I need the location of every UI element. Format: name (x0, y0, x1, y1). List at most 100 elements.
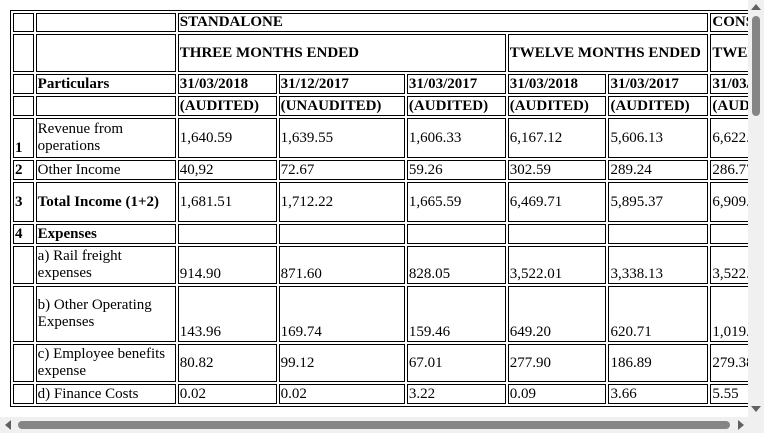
value-cell (507, 224, 607, 244)
value-cell: 277.90 (507, 344, 607, 382)
value-cell: 0.09 (507, 384, 607, 404)
status-header: (UNAUDITED) (278, 96, 405, 116)
particulars-cell: d) Finance Costs (35, 384, 176, 404)
value-cell: 6,469.71 (507, 182, 607, 222)
value-cell: 649.20 (507, 286, 607, 342)
date-header: 31/03/2018 (507, 74, 607, 94)
table-viewport: STANDALONECONSOLIDATED THREE MONTHS ENDED… (10, 10, 748, 407)
group-header: CONSOLIDATED (710, 13, 748, 32)
period-header: TWELVE MONTHS ENDED (507, 34, 709, 72)
row-number: 1 (13, 118, 34, 158)
date-header: 31/03/2018 (177, 74, 277, 94)
value-cell: 67.01 (406, 344, 506, 382)
table-row: b) Other Operating Expenses 143.96 169.74 1… (13, 286, 748, 342)
particulars-cell: Other Income (35, 160, 176, 180)
scroll-left-arrow[interactable] (5, 420, 11, 430)
table-row: 2 Other Income 40,92 72.67 59.26 302.59 289.24… (13, 160, 748, 180)
value-cell: 1,665.59 (406, 182, 506, 222)
value-cell: 0.02 (278, 384, 405, 404)
value-cell: 143.96 (177, 286, 277, 342)
table-cell (35, 13, 176, 32)
scroll-right-arrow[interactable] (738, 420, 744, 430)
value-cell: 0.02 (177, 384, 277, 404)
table-row: a) Rail freight expenses 914.90 871.60 828.… (13, 246, 748, 284)
value-cell: 302.59 (507, 160, 607, 180)
particulars-cell: b) Other Operating Expenses (35, 286, 176, 342)
value-cell: 3,338.13 (608, 246, 709, 284)
value-cell: 72.67 (278, 160, 405, 180)
table-row: 4 Expenses (13, 224, 748, 244)
value-cell: 6,909.24 (710, 182, 748, 222)
particulars-cell: a) Rail freight expenses (35, 246, 176, 284)
table-row: d) Finance Costs 0.02 0.02 3.22 0.09 3.66 5.55… (13, 384, 748, 404)
scroll-down-arrow[interactable] (751, 406, 761, 412)
status-header: (AUDITED) (710, 96, 748, 116)
value-cell: 828.05 (406, 246, 506, 284)
table-cell (13, 13, 34, 32)
value-cell: 871.60 (278, 246, 405, 284)
row-number: 3 (13, 182, 34, 222)
date-header: 31/03/2017 (406, 74, 506, 94)
date-header: 31/03/2018 (710, 74, 748, 94)
period-header: TWELVE MONTHS ENDED (710, 34, 748, 72)
particulars-cell: c) Employee benefits expense (35, 344, 176, 382)
value-cell: 3,522.01 (710, 246, 748, 284)
value-cell: 1,640.59 (177, 118, 277, 158)
table-cell (13, 96, 34, 116)
period-header: THREE MONTHS ENDED (177, 34, 506, 72)
value-cell: 99.12 (278, 344, 405, 382)
value-cell: 40,92 (177, 160, 277, 180)
value-cell: 6,622.47 (710, 118, 748, 158)
status-header: (AUDITED) (406, 96, 506, 116)
value-cell (406, 224, 506, 244)
table-row: 3 Total Income (1+2) 1,681.51 1,712.22 1,665… (13, 182, 748, 222)
scroll-up-arrow[interactable] (751, 4, 761, 10)
value-cell: 80.82 (177, 344, 277, 382)
table-body: STANDALONECONSOLIDATED THREE MONTHS ENDED… (13, 13, 748, 404)
table-cell (13, 74, 34, 94)
value-cell: 3.22 (406, 384, 506, 404)
value-cell: 169.74 (278, 286, 405, 342)
table-row: Particulars 31/03/2018 31/12/2017 31/03/201… (13, 74, 748, 94)
value-cell (278, 224, 405, 244)
particulars-cell: Expenses (35, 224, 176, 244)
date-header: 31/12/2017 (278, 74, 405, 94)
row-number (13, 384, 34, 404)
value-cell: 6,167.12 (507, 118, 607, 158)
value-cell: 1,639.55 (278, 118, 405, 158)
value-cell: 289.24 (608, 160, 709, 180)
value-cell: 5,895.37 (608, 182, 709, 222)
horizontal-scroll-thumb[interactable] (18, 421, 730, 429)
value-cell: 914.90 (177, 246, 277, 284)
table-cell (35, 34, 176, 72)
value-cell: 3,522.01 (507, 246, 607, 284)
results-table: STANDALONECONSOLIDATED THREE MONTHS ENDED… (10, 10, 748, 407)
status-header: (AUDITED) (177, 96, 277, 116)
value-cell: 1,019.86 (710, 286, 748, 342)
row-number (13, 286, 34, 342)
table-row: STANDALONECONSOLIDATED (13, 13, 748, 32)
value-cell: 279.38 (710, 344, 748, 382)
value-cell: 59.26 (406, 160, 506, 180)
value-cell: 186.89 (608, 344, 709, 382)
group-header: STANDALONE (177, 13, 709, 32)
table-row: c) Employee benefits expense 80.82 99.12 67… (13, 344, 748, 382)
value-cell: 1,712.22 (278, 182, 405, 222)
table-cell (35, 96, 176, 116)
row-number (13, 246, 34, 284)
value-cell (177, 224, 277, 244)
value-cell: 286.77 (710, 160, 748, 180)
value-cell: 5.55 (710, 384, 748, 404)
value-cell: 1,606.33 (406, 118, 506, 158)
row-number (13, 344, 34, 382)
row-number: 4 (13, 224, 34, 244)
vertical-scroll-thumb[interactable] (752, 16, 760, 116)
value-cell: 3.66 (608, 384, 709, 404)
particulars-header: Particulars (35, 74, 176, 94)
value-cell (608, 224, 709, 244)
value-cell (710, 224, 748, 244)
value-cell: 620.71 (608, 286, 709, 342)
table-row: 1 Revenue from operations 1,640.59 1,639.55… (13, 118, 748, 158)
particulars-cell: Revenue from operations (35, 118, 176, 158)
